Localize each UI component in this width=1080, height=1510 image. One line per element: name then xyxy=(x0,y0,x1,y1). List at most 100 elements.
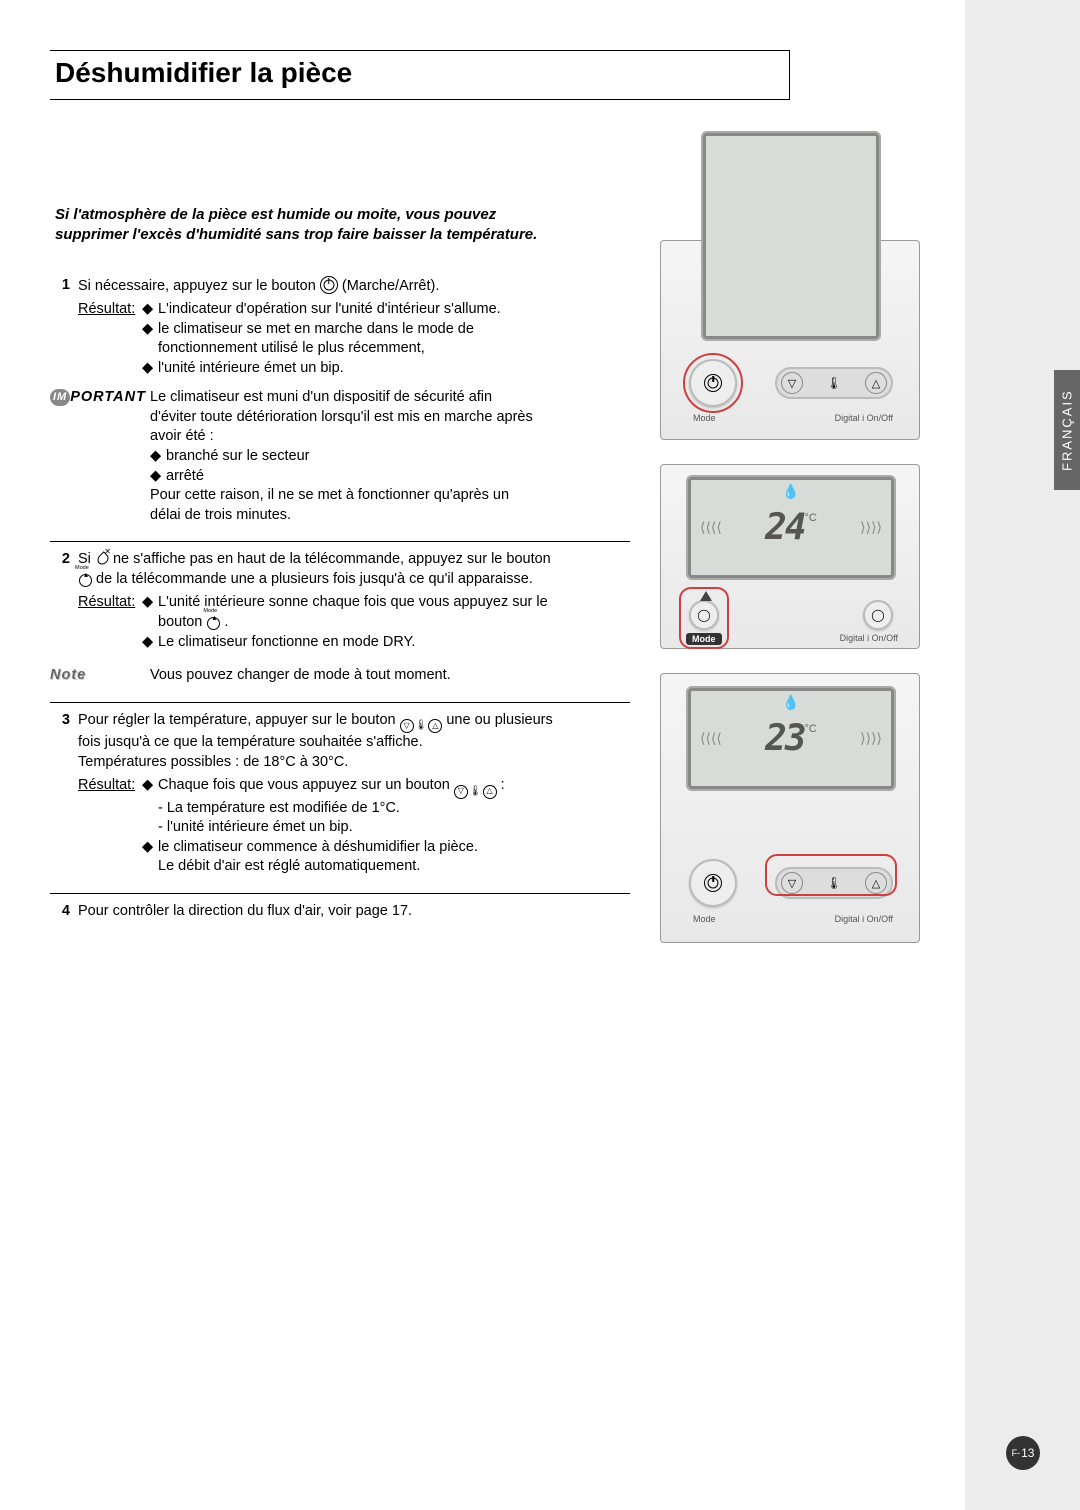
s3-r1b: : xyxy=(501,777,505,793)
note-label-text: Note xyxy=(50,667,86,683)
mode-label: Mode xyxy=(693,914,716,924)
highlight-ring xyxy=(679,587,729,649)
power-icon xyxy=(320,276,338,294)
s1-imp5: délai de trois minutes. xyxy=(150,507,291,523)
step-3: 3 Pour régler la température, appuyer su… xyxy=(50,703,630,894)
steps-list: 1 Si nécessaire, appuyez sur le bouton (… xyxy=(50,268,630,938)
step-number: 3 xyxy=(50,711,78,877)
s1-imp2: d'éviter toute détérioration lorsqu'il e… xyxy=(150,409,533,425)
step-number: 4 xyxy=(50,902,78,922)
s1-impb1: branché sur le secteur xyxy=(166,447,309,467)
note-label: Note xyxy=(50,666,150,686)
result-label: Résultat: xyxy=(78,593,142,652)
dry-mode-icon: 💧 xyxy=(782,483,799,500)
step1-text-b: (Marche/Arrêt). xyxy=(342,278,440,294)
s2-text-b: ne s'affiche pas en haut de la télécomma… xyxy=(113,551,551,567)
step-1: 1 Si nécessaire, appuyez sur le bouton (… xyxy=(50,268,630,543)
temp-buttons-icon: ▽🌡△ xyxy=(400,719,443,733)
bullet-icon: ◆ xyxy=(142,593,158,632)
digital-label: Digital i On/Off xyxy=(835,914,893,924)
page-title: Déshumidifier la pièce xyxy=(55,57,769,89)
remote-lcd xyxy=(701,131,881,341)
highlight-ring xyxy=(765,854,897,896)
bullet-icon: ◆ xyxy=(150,467,166,487)
dry-mode-icon xyxy=(95,551,109,565)
lcd-temp-value: 24°C xyxy=(765,507,817,548)
step-4: 4 Pour contrôler la direction du flux d'… xyxy=(50,894,630,938)
s2-r3: Le climatiseur fonctionne en mode DRY. xyxy=(158,633,415,653)
s1-impb2: arrêté xyxy=(166,467,204,487)
page-number: 13 xyxy=(1021,1446,1034,1460)
s3-r3: - l'unité intérieure émet un bip. xyxy=(158,819,353,835)
s3-text-b: une ou plusieurs xyxy=(446,712,552,728)
intro-line-2: supprimer l'excès d'humidité sans trop f… xyxy=(55,226,537,243)
s1-r2a: le climatiseur se met en marche dans le … xyxy=(158,321,474,337)
result-label: Résultat: xyxy=(78,300,142,378)
s3-r1a: Chaque fois que vous appuyez sur un bout… xyxy=(158,777,454,793)
temp-buttons-icon: ▽🌡△ xyxy=(454,785,497,799)
s2-r2a: bouton xyxy=(158,614,206,630)
remote-lcd: 💧 ⟨⟨⟨⟨ 24°C ⟩⟩⟩⟩ xyxy=(686,475,896,580)
power-icon xyxy=(704,874,722,892)
s3-r4: le climatiseur commence à déshumidifier … xyxy=(158,839,478,855)
bullet-icon: ◆ xyxy=(142,776,158,838)
s3-text-a: Pour régler la température, appuyer sur … xyxy=(78,712,400,728)
side-figures: ▽ 🌡 △ Mode Digital i On/Off 💧 ⟨⟨⟨⟨ 24°C … xyxy=(660,240,920,967)
intro-line-1: Si l'atmosphère de la pièce est humide o… xyxy=(55,206,496,223)
temp-up-icon: △ xyxy=(865,372,887,394)
temp-pill: ▽ 🌡 △ xyxy=(775,367,893,399)
page-prefix: F- xyxy=(1012,1448,1021,1458)
thermometer-icon: 🌡 xyxy=(826,376,841,390)
page-number-badge: F-13 xyxy=(1006,1436,1040,1470)
s1-imp4: Pour cette raison, il ne se met à foncti… xyxy=(150,487,509,503)
s2-text-c: de la télécommande une a plusieurs fois … xyxy=(96,571,533,587)
bullet-icon: ◆ xyxy=(142,838,158,877)
s1-r2b: fonctionnement utilisé le plus récemment… xyxy=(158,340,425,356)
result-label: Résultat: xyxy=(78,776,142,877)
fan-wing-left-icon: ⟨⟨⟨⟨ xyxy=(700,730,722,747)
digital-button: ◯ xyxy=(863,600,893,630)
digital-label: Digital i On/Off xyxy=(840,633,898,645)
s3-text-d: Températures possibles : de 18°C à 30°C. xyxy=(78,754,348,770)
fan-wing-right-icon: ⟩⟩⟩⟩ xyxy=(860,519,882,536)
s1-r1: L'indicateur d'opération sur l'unité d'i… xyxy=(158,300,501,320)
lcd-temp-value: 23°C xyxy=(765,718,817,759)
dry-mode-icon: 💧 xyxy=(782,694,799,711)
fan-wing-right-icon: ⟩⟩⟩⟩ xyxy=(860,730,882,747)
bullet-icon: ◆ xyxy=(150,447,166,467)
s3-r5: Le débit d'air est réglé automatiquement… xyxy=(158,858,420,874)
digital-label: Digital i On/Off xyxy=(835,413,893,423)
bullet-icon: ◆ xyxy=(142,300,158,320)
remote-figure-3: 💧 ⟨⟨⟨⟨ 23°C ⟩⟩⟩⟩ ▽ 🌡 △ Mode Digital i On… xyxy=(660,673,920,943)
s3-r2: - La température est modifiée de 1°C. xyxy=(158,800,400,816)
bullet-icon: ◆ xyxy=(142,633,158,653)
fan-wing-left-icon: ⟨⟨⟨⟨ xyxy=(700,519,722,536)
s2-note: Vous pouvez changer de mode à tout momen… xyxy=(150,667,451,683)
page: Déshumidifier la pièce Si l'atmosphère d… xyxy=(0,0,1080,1510)
mode-label: Mode xyxy=(693,413,716,423)
step1-text-a: Si nécessaire, appuyez sur le bouton xyxy=(78,278,320,294)
side-strip xyxy=(965,0,1080,1510)
remote-lcd: 💧 ⟨⟨⟨⟨ 23°C ⟩⟩⟩⟩ xyxy=(686,686,896,791)
s1-r3: l'unité intérieure émet un bip. xyxy=(158,359,344,379)
language-tab: FRANÇAIS xyxy=(1054,370,1080,490)
power-button xyxy=(689,859,737,907)
s1-imp3: avoir été : xyxy=(150,428,214,444)
remote-figure-2: 💧 ⟨⟨⟨⟨ 24°C ⟩⟩⟩⟩ ◯ ◯ Mode Digital i On/O… xyxy=(660,464,920,649)
s1-imp1: Le climatiseur est muni d'un dispositif … xyxy=(150,389,492,405)
s3-text-c: fois jusqu'à ce que la température souha… xyxy=(78,734,423,750)
bullet-icon: ◆ xyxy=(142,359,158,379)
step-2: 2 Si ne s'affiche pas en haut de la télé… xyxy=(50,542,630,702)
important-label: IMPORTANT xyxy=(50,388,150,525)
s2-r2b: . xyxy=(224,614,228,630)
im-badge-icon: IM xyxy=(50,389,70,406)
s4-text: Pour contrôler la direction du flux d'ai… xyxy=(78,903,412,919)
highlight-ring xyxy=(683,353,743,413)
bullet-icon: ◆ xyxy=(142,320,158,359)
important-suffix: PORTANT xyxy=(70,389,146,405)
remote-figure-1: ▽ 🌡 △ Mode Digital i On/Off xyxy=(660,240,920,440)
title-box: Déshumidifier la pièce xyxy=(50,50,790,100)
temp-down-icon: ▽ xyxy=(781,372,803,394)
mode-button-icon: ▴ xyxy=(206,614,220,630)
mode-button-icon: ▴ xyxy=(78,571,92,587)
